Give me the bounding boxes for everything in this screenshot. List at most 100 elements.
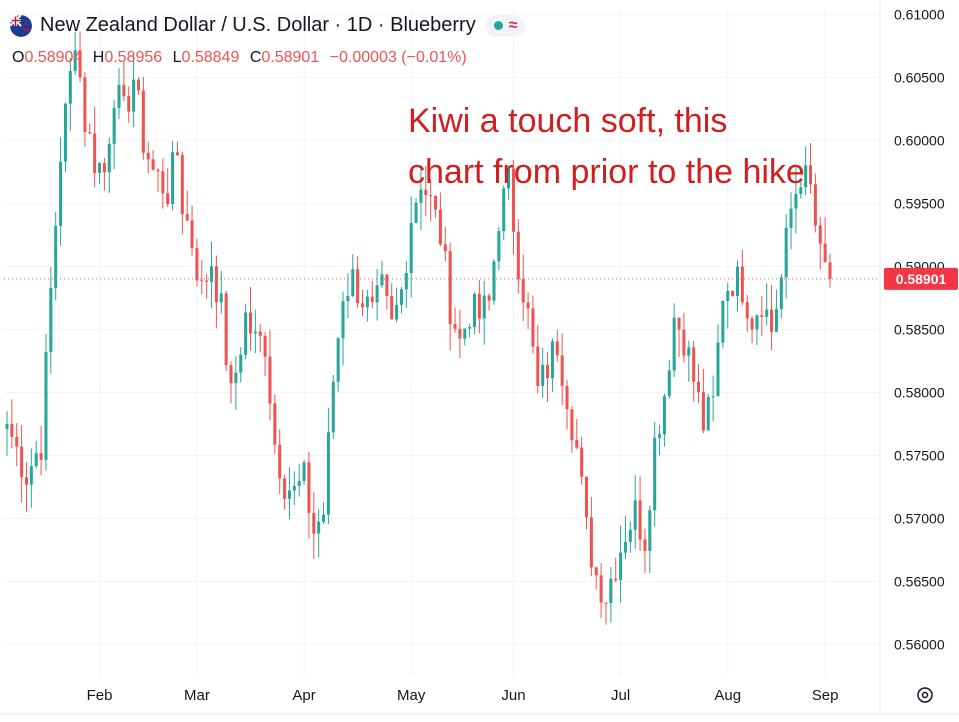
candle-down (39, 426, 43, 476)
candle-body (88, 132, 92, 134)
candle-down (141, 77, 145, 160)
candle-down (151, 150, 155, 171)
candle-up (662, 393, 666, 447)
candle-down (161, 158, 165, 209)
x-tick-label: Aug (714, 687, 741, 704)
candle-body (399, 289, 403, 305)
candle-body (214, 266, 218, 303)
candle-body (414, 202, 418, 224)
candle-down (511, 159, 515, 255)
candle-body (735, 266, 739, 297)
candle-up (765, 283, 769, 326)
candle-body (312, 512, 316, 534)
candle-body (580, 447, 584, 477)
candle-body (789, 208, 793, 228)
candle-body (346, 295, 350, 302)
candle-up (721, 300, 725, 348)
candle-down (487, 292, 491, 311)
candle-body (136, 79, 140, 91)
candle-body (584, 476, 589, 518)
candle-down (385, 274, 389, 310)
candle-body (63, 103, 67, 162)
candle-body (809, 165, 813, 185)
candle-body (638, 500, 642, 540)
candle-body (653, 437, 657, 511)
candle-down (190, 205, 194, 256)
market-status-pill[interactable]: ≈ (485, 14, 526, 37)
candle-down (823, 217, 827, 263)
candle-down (448, 242, 452, 351)
y-tick-label: 0.59500 (894, 195, 945, 211)
candle-down (136, 77, 140, 95)
candle-body (511, 168, 515, 232)
candle-body (424, 189, 428, 196)
candle-body (78, 50, 82, 78)
chart-grid (4, 8, 880, 676)
candle-down (570, 406, 574, 453)
candle-down (813, 173, 817, 233)
candle-body (619, 552, 623, 581)
candle-up (706, 393, 710, 431)
candle-body (117, 84, 121, 109)
candle-up (336, 336, 340, 392)
candle-down (248, 287, 253, 351)
candle-down (24, 462, 28, 513)
low-value: 0.58849 (181, 49, 240, 66)
wave-icon: ≈ (508, 16, 518, 34)
candle-down (214, 255, 218, 329)
candle-body (253, 331, 257, 334)
candle-down (760, 295, 764, 337)
candle-body (93, 133, 97, 174)
candle-body (774, 309, 778, 332)
candle-body (623, 541, 627, 553)
candle-body (492, 261, 496, 301)
candle-body (438, 209, 442, 245)
y-tick-label: 0.60500 (894, 69, 945, 85)
candle-body (5, 423, 9, 429)
candle-body (463, 328, 467, 339)
candle-body (550, 341, 554, 379)
candle-down (731, 290, 735, 297)
candle-up (54, 211, 58, 301)
candle-body (283, 478, 287, 499)
candle-body (672, 317, 676, 371)
candle-up (171, 141, 175, 211)
candle-body (633, 500, 637, 530)
settings-gear-icon[interactable] (917, 687, 933, 703)
close-value: 0.58901 (261, 49, 320, 66)
candle-up (219, 271, 223, 314)
candle-down (638, 476, 642, 551)
y-tick-label: 0.56500 (894, 573, 945, 589)
candle-up (365, 289, 369, 322)
candle-body (39, 453, 43, 460)
candle-body (244, 312, 248, 355)
y-tick-label: 0.58000 (894, 384, 945, 400)
candle-down (614, 557, 618, 583)
candle-body (297, 481, 301, 486)
candle-body (643, 539, 647, 551)
candle-body (83, 77, 87, 133)
candle-up (253, 309, 257, 353)
candle-body (667, 370, 671, 397)
candle-down (560, 333, 564, 406)
gear-inner (921, 691, 929, 699)
candle-up (107, 137, 111, 193)
candle-body (419, 189, 423, 203)
candle-up (755, 314, 759, 346)
nzd-flag-icon (10, 14, 32, 37)
candle-body (599, 575, 603, 603)
candle-body (502, 188, 506, 232)
candle-up (341, 291, 345, 366)
candle-up (672, 303, 676, 377)
candle-up (44, 333, 48, 471)
candle-body (828, 262, 832, 279)
candle-body (716, 342, 720, 397)
candle-body (779, 277, 783, 310)
low-label: L (172, 49, 182, 66)
candle-body (745, 302, 749, 319)
candle-body (365, 296, 369, 308)
candle-down (175, 141, 179, 157)
candle-up (5, 411, 9, 456)
candle-body (370, 296, 374, 303)
